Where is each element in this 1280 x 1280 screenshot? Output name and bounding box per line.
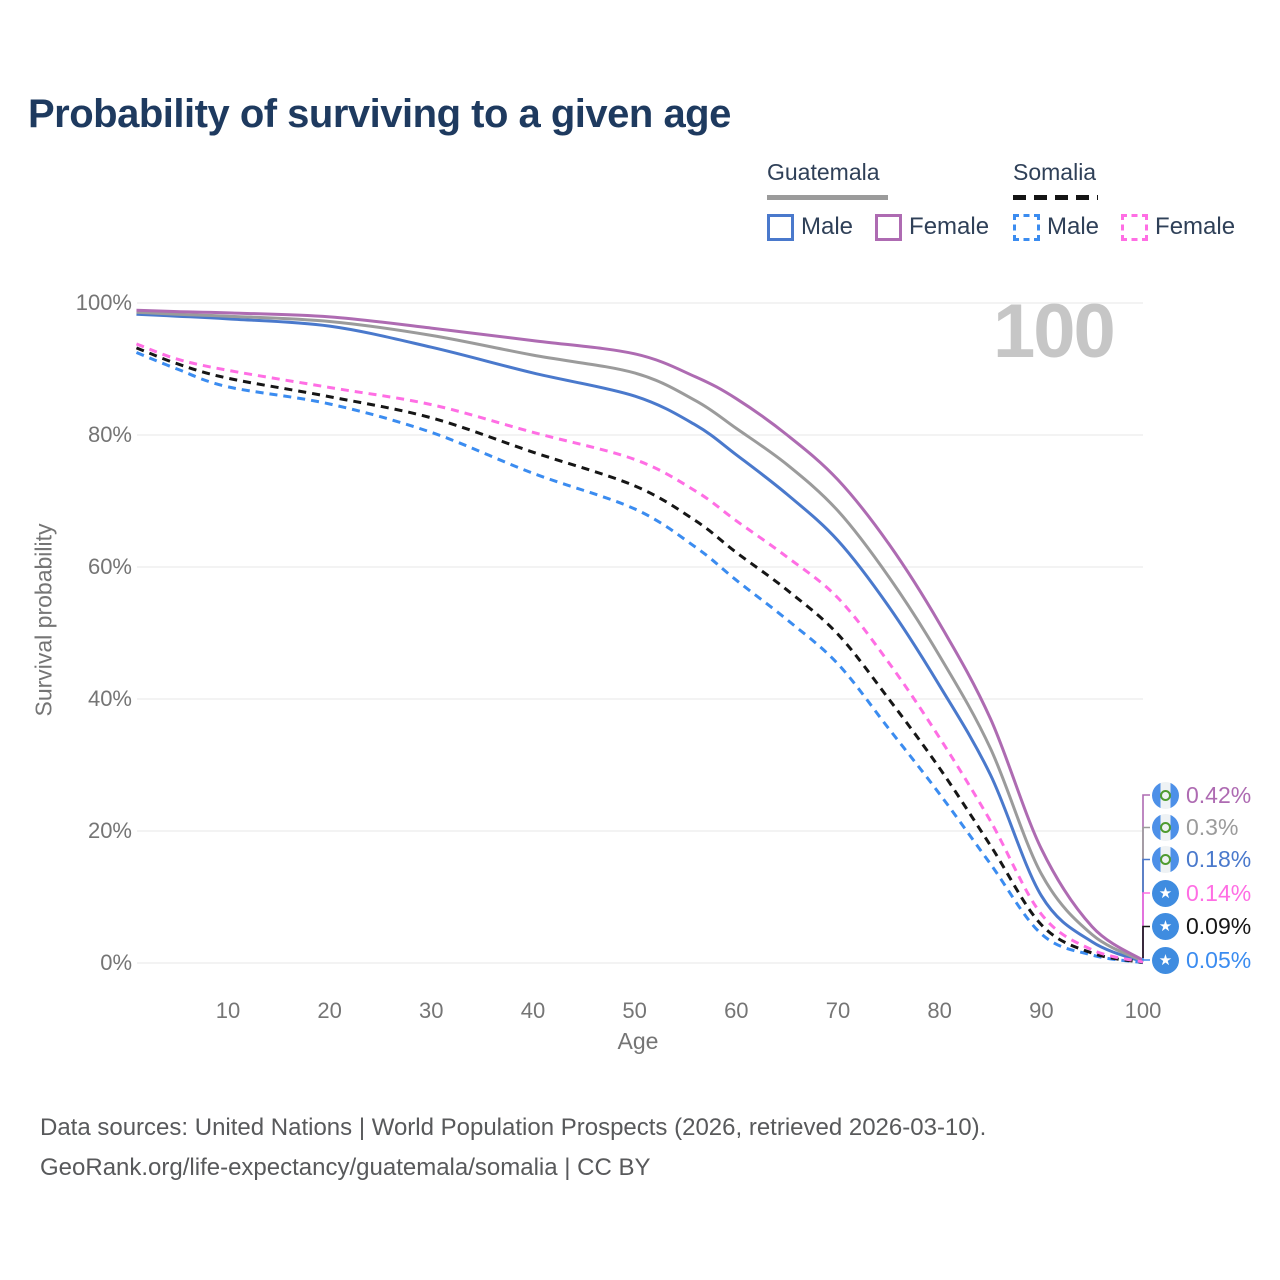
legend-swatch-icon	[1121, 213, 1149, 241]
legend-item-guatemala-male[interactable]: Male	[767, 213, 853, 241]
legend-swatch-icon	[1013, 213, 1040, 241]
x-tick-80: 80	[927, 998, 952, 1023]
leader-line-4	[1142, 925, 1150, 958]
end-label-row: ★ 0.14%	[1152, 877, 1251, 909]
end-label-row: 0.42%	[1152, 779, 1251, 811]
end-survival-value: 0.14%	[1186, 879, 1252, 906]
star-icon: ★	[1158, 884, 1173, 902]
legend-item-label: Female	[1155, 213, 1236, 240]
somalia-flag-icon: ★	[1152, 946, 1179, 974]
legend-swatch-icon	[767, 213, 794, 241]
legend-country-label: Somalia	[1013, 159, 1097, 185]
curve-somalia-combined	[135, 346, 1144, 964]
star-icon: ★	[1158, 951, 1173, 969]
y-tick-60%: 60%	[87, 554, 132, 579]
curve-somalia-male	[135, 351, 1144, 965]
legend-swatch-icon	[875, 213, 903, 241]
footer-attribution: GeoRank.org/life-expectancy/guatemala/so…	[40, 1154, 651, 1181]
legend-group-guatemala: Guatemala Male Female	[767, 160, 989, 241]
legend-item-label: Male	[801, 213, 854, 240]
guatemala-flag-icon	[1152, 814, 1179, 841]
end-survival-value: 0.18%	[1186, 846, 1252, 872]
legend-item-somalia-male[interactable]: Male	[1013, 213, 1099, 241]
curve-guatemala-female	[136, 308, 1144, 962]
y-tick-40%: 40%	[87, 686, 132, 711]
guatemala-flag-icon	[1152, 846, 1179, 873]
legend-item-label: Female	[909, 213, 990, 240]
legend-item-somalia-female[interactable]: Female	[1121, 213, 1235, 241]
x-tick-100: 100	[1124, 998, 1162, 1023]
x-tick-30: 30	[419, 998, 444, 1023]
footer-data-sources: Data sources: United Nations | World Pop…	[40, 1114, 987, 1141]
end-label-row: ★ 0.05%	[1152, 944, 1251, 976]
x-tick-20: 20	[317, 998, 342, 1023]
guatemala-flag-icon	[1152, 781, 1179, 809]
x-tick-60: 60	[724, 998, 749, 1023]
y-tick-80%: 80%	[87, 422, 132, 447]
leader-line-3	[1142, 892, 1150, 958]
somalia-flag-icon: ★	[1152, 913, 1179, 940]
leader-line-5	[1142, 958, 1150, 961]
end-label-row: 0.18%	[1152, 844, 1251, 876]
star-icon: ★	[1158, 918, 1173, 935]
x-tick-10: 10	[215, 998, 241, 1023]
end-survival-value: 0.05%	[1186, 946, 1252, 973]
legend-country-label: Guatemala	[767, 159, 880, 185]
x-tick-40: 40	[520, 998, 546, 1023]
legend-solid-line-sample	[767, 195, 888, 200]
x-tick-50: 50	[622, 998, 647, 1023]
end-label-row: 0.3%	[1152, 812, 1238, 844]
end-survival-value: 0.3%	[1186, 814, 1239, 840]
leader-line-0	[1142, 794, 1150, 958]
y-tick-100%: 100%	[75, 290, 132, 315]
x-tick-90: 90	[1029, 998, 1054, 1023]
end-survival-value: 0.42%	[1186, 781, 1252, 808]
leader-line-2	[1142, 858, 1150, 958]
curve-guatemala-combined	[136, 310, 1144, 963]
legend-group-somalia: Somalia Male Female	[1013, 160, 1235, 241]
legend-item-guatemala-female[interactable]: Female	[875, 213, 989, 241]
x-axis-title: Age	[617, 1028, 659, 1054]
legend-dashed-line-sample	[1013, 195, 1098, 200]
chart-title: Probability of surviving to a given age	[28, 92, 731, 136]
end-label-row: ★ 0.09%	[1152, 911, 1251, 943]
y-tick-0%: 0%	[100, 950, 132, 975]
footer: Data sources: United Nations | World Pop…	[40, 1108, 986, 1188]
somalia-flag-icon: ★	[1152, 879, 1179, 907]
curve-somalia-female	[135, 342, 1144, 964]
curve-guatemala-male	[136, 312, 1144, 964]
y-axis-title: Survival probability	[30, 523, 57, 717]
y-tick-20%: 20%	[87, 818, 132, 843]
end-survival-value: 0.09%	[1186, 913, 1252, 939]
legend-item-label: Male	[1047, 213, 1100, 240]
x-tick-70: 70	[825, 998, 851, 1023]
